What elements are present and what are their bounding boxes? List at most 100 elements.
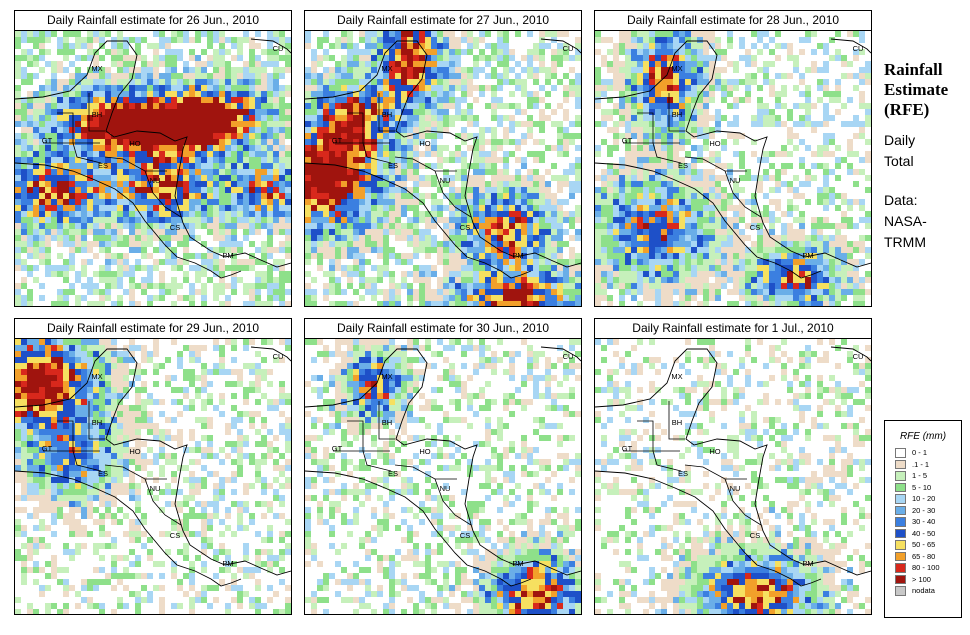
country-border — [540, 346, 581, 362]
country-border — [305, 470, 532, 587]
legend-swatch — [895, 517, 906, 527]
country-label-bh: BH — [672, 418, 682, 427]
country-label-ho: HO — [709, 447, 720, 456]
legend-label: .1 - 1 — [912, 459, 930, 469]
country-label-pm: PM — [802, 559, 813, 568]
country-border — [347, 420, 390, 452]
country-label-gt: GT — [42, 444, 53, 453]
country-border — [347, 112, 390, 144]
legend-label: 80 - 100 — [912, 563, 940, 573]
country-label-nu: NU — [440, 484, 451, 493]
legend-title: RFE (mm) — [899, 431, 947, 442]
legend-label: 40 - 50 — [912, 528, 936, 538]
panel-title: Daily Rainfall estimate for 29 Jun., 201… — [15, 319, 291, 339]
country-label-gt: GT — [622, 444, 633, 453]
country-label-nu: NU — [150, 484, 161, 493]
product-title-line3: (RFE) — [884, 100, 930, 119]
country-border — [724, 170, 762, 218]
country-border — [378, 401, 395, 440]
period-text: Daily Total — [884, 130, 915, 172]
country-border — [623, 142, 682, 164]
country-label-ho: HO — [129, 139, 140, 148]
country-border — [333, 450, 392, 472]
source-line3: TRMM — [884, 234, 926, 250]
legend-item: > 100 — [895, 574, 961, 586]
country-border — [104, 156, 167, 172]
country-label-pm: PM — [222, 559, 233, 568]
country-border — [43, 450, 102, 472]
country-border — [15, 348, 291, 576]
map-panel-jun28: Daily Rainfall estimate for 28 Jun., 201… — [594, 10, 872, 307]
legend-swatch — [895, 471, 906, 481]
country-border — [434, 478, 472, 526]
country-label-es: ES — [678, 161, 688, 170]
legend-swatch — [895, 563, 906, 573]
country-label-cu: CU — [273, 352, 284, 361]
country-label-nu: NU — [730, 484, 741, 493]
rainfall-map: CU MX BH GT HO ES NU CS PM — [15, 31, 291, 306]
country-border — [305, 348, 581, 576]
legend-item: 80 - 100 — [895, 562, 961, 574]
country-label-mx: MX — [671, 372, 682, 381]
panel-title: Daily Rainfall estimate for 26 Jun., 201… — [15, 11, 291, 31]
country-label-mx: MX — [381, 372, 392, 381]
country-border — [305, 162, 532, 279]
country-label-es: ES — [388, 161, 398, 170]
country-border — [15, 40, 291, 268]
legend-item: 50 - 65 — [895, 539, 961, 551]
country-label-cu: CU — [853, 352, 864, 361]
period-line1: Daily — [884, 132, 916, 148]
country-label-cs: CS — [750, 531, 760, 540]
panel-title: Daily Rainfall estimate for 28 Jun., 201… — [595, 11, 871, 31]
country-border — [724, 478, 762, 526]
country-border — [595, 470, 822, 587]
rainfall-map: CU MX BH GT HO ES NU CS PM — [595, 339, 871, 614]
country-label-cs: CS — [750, 223, 760, 232]
country-label-nu: NU — [730, 176, 741, 185]
legend-item: 1 - 5 — [895, 470, 961, 482]
country-label-es: ES — [98, 161, 108, 170]
country-border — [144, 478, 182, 526]
country-label-cu: CU — [853, 44, 864, 53]
country-label-bh: BH — [92, 418, 102, 427]
source-line2: NASA- — [884, 213, 927, 229]
legend-label: 50 - 65 — [912, 540, 936, 550]
country-label-bh: BH — [672, 110, 682, 119]
legend-label: 65 - 80 — [912, 551, 936, 561]
country-label-ho: HO — [419, 447, 430, 456]
product-title: Rainfall Estimate (RFE) — [884, 60, 948, 120]
country-label-ho: HO — [129, 447, 140, 456]
country-border — [333, 142, 392, 164]
product-title-line2: Estimate — [884, 80, 949, 99]
source-line1: Data: — [884, 192, 918, 208]
country-border — [378, 93, 395, 132]
country-label-pm: PM — [512, 251, 523, 260]
legend-swatch — [895, 574, 906, 584]
product-title-line1: Rainfall — [884, 60, 943, 79]
legend-swatch — [895, 505, 906, 515]
legend-swatch — [895, 459, 906, 469]
panel-title: Daily Rainfall estimate for 30 Jun., 201… — [305, 319, 581, 339]
country-label-cu: CU — [563, 44, 574, 53]
rainfall-grid: CU MX BH GT HO ES NU CS PM — [15, 339, 291, 614]
legend-swatch — [895, 551, 906, 561]
country-border — [88, 93, 105, 132]
country-label-cu: CU — [563, 352, 574, 361]
country-label-mx: MX — [91, 372, 102, 381]
legend-label: 30 - 40 — [912, 517, 936, 527]
legend-label: 5 - 10 — [912, 482, 932, 492]
country-border — [43, 142, 102, 164]
legend-swatch — [895, 586, 906, 596]
legend-item: 5 - 10 — [895, 482, 961, 494]
country-border — [595, 348, 871, 576]
legend-item: 30 - 40 — [895, 516, 961, 528]
period-line2: Total — [884, 153, 914, 169]
country-label-pm: PM — [512, 559, 523, 568]
country-label-nu: NU — [440, 176, 451, 185]
country-border — [250, 346, 291, 362]
country-border — [668, 93, 685, 132]
country-label-bh: BH — [92, 110, 102, 119]
country-border — [684, 156, 747, 172]
panel-title: Daily Rainfall estimate for 1 Jul., 2010 — [595, 319, 871, 339]
country-label-es: ES — [98, 469, 108, 478]
